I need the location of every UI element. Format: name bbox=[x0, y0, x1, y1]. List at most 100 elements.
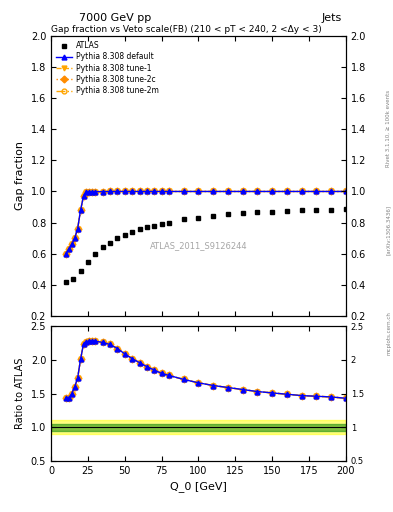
Pythia 8.308 default bbox=[211, 188, 216, 195]
Pythia 8.308 tune-2c bbox=[314, 188, 319, 195]
Pythia 8.308 default bbox=[123, 188, 127, 195]
ATLAS bbox=[196, 215, 201, 221]
Pythia 8.308 tune-2m bbox=[329, 188, 334, 195]
ATLAS bbox=[137, 226, 142, 232]
Line: ATLAS: ATLAS bbox=[63, 207, 348, 284]
Pythia 8.308 tune-2m bbox=[159, 188, 164, 195]
Pythia 8.308 default bbox=[93, 188, 98, 195]
Pythia 8.308 default bbox=[100, 188, 105, 195]
ATLAS bbox=[100, 244, 105, 250]
Pythia 8.308 default bbox=[159, 188, 164, 195]
Pythia 8.308 tune-2m bbox=[100, 188, 105, 195]
Pythia 8.308 tune-2m bbox=[115, 188, 120, 195]
Pythia 8.308 tune-1 bbox=[196, 188, 201, 195]
ATLAS bbox=[159, 221, 164, 227]
Text: Jets: Jets bbox=[321, 13, 342, 23]
Pythia 8.308 tune-2c bbox=[211, 188, 216, 195]
Pythia 8.308 tune-2m bbox=[78, 207, 83, 213]
Pythia 8.308 tune-1 bbox=[115, 188, 120, 195]
Pythia 8.308 default bbox=[270, 188, 275, 195]
Pythia 8.308 tune-2m bbox=[255, 188, 260, 195]
Pythia 8.308 tune-2m bbox=[167, 188, 171, 195]
Pythia 8.308 tune-1 bbox=[100, 188, 105, 195]
Pythia 8.308 tune-1 bbox=[299, 188, 304, 195]
Pythia 8.308 default bbox=[196, 188, 201, 195]
Pythia 8.308 tune-1 bbox=[64, 251, 68, 257]
Pythia 8.308 tune-2m bbox=[182, 188, 186, 195]
Pythia 8.308 tune-1 bbox=[69, 241, 74, 247]
ATLAS bbox=[270, 208, 275, 215]
Pythia 8.308 tune-2c bbox=[78, 207, 83, 213]
ATLAS bbox=[299, 207, 304, 214]
Pythia 8.308 tune-1 bbox=[329, 188, 334, 195]
Pythia 8.308 tune-1 bbox=[182, 188, 186, 195]
Pythia 8.308 default bbox=[255, 188, 260, 195]
Pythia 8.308 tune-1 bbox=[241, 188, 245, 195]
ATLAS bbox=[211, 212, 216, 219]
Pythia 8.308 tune-1 bbox=[84, 189, 89, 195]
Pythia 8.308 tune-1 bbox=[108, 188, 112, 195]
Line: Pythia 8.308 tune-1: Pythia 8.308 tune-1 bbox=[63, 189, 348, 256]
Pythia 8.308 default bbox=[343, 188, 348, 195]
ATLAS bbox=[115, 235, 120, 241]
Text: 7000 GeV pp: 7000 GeV pp bbox=[79, 13, 151, 23]
Text: [arXiv:1306.3436]: [arXiv:1306.3436] bbox=[386, 205, 391, 255]
Text: ATLAS_2011_S9126244: ATLAS_2011_S9126244 bbox=[150, 242, 247, 250]
Pythia 8.308 tune-2m bbox=[145, 188, 149, 195]
Pythia 8.308 tune-2c bbox=[87, 189, 92, 195]
Pythia 8.308 default bbox=[66, 246, 71, 252]
Pythia 8.308 tune-2m bbox=[66, 246, 71, 252]
ATLAS bbox=[86, 259, 90, 265]
ATLAS bbox=[108, 240, 112, 246]
Pythia 8.308 tune-1 bbox=[343, 188, 348, 195]
Pythia 8.308 default bbox=[167, 188, 171, 195]
Line: Pythia 8.308 tune-2c: Pythia 8.308 tune-2c bbox=[63, 189, 348, 256]
Pythia 8.308 tune-2c bbox=[182, 188, 186, 195]
Pythia 8.308 default bbox=[137, 188, 142, 195]
ATLAS bbox=[78, 268, 83, 274]
ATLAS bbox=[130, 229, 134, 235]
ATLAS bbox=[145, 224, 149, 230]
Pythia 8.308 default bbox=[115, 188, 120, 195]
Pythia 8.308 default bbox=[329, 188, 334, 195]
Pythia 8.308 default bbox=[285, 188, 289, 195]
Pythia 8.308 default bbox=[226, 188, 230, 195]
Pythia 8.308 tune-1 bbox=[152, 188, 156, 195]
ATLAS bbox=[314, 207, 319, 213]
Pythia 8.308 tune-2c bbox=[241, 188, 245, 195]
Pythia 8.308 tune-1 bbox=[78, 207, 83, 213]
Pythia 8.308 tune-1 bbox=[270, 188, 275, 195]
Pythia 8.308 default bbox=[152, 188, 156, 195]
Bar bbox=[51, 424, 346, 431]
Pythia 8.308 tune-2m bbox=[64, 251, 68, 257]
Pythia 8.308 tune-1 bbox=[66, 246, 71, 252]
Pythia 8.308 tune-2c bbox=[285, 188, 289, 195]
Pythia 8.308 tune-1 bbox=[167, 188, 171, 195]
ATLAS bbox=[329, 207, 334, 213]
Pythia 8.308 tune-1 bbox=[159, 188, 164, 195]
Pythia 8.308 tune-2c bbox=[123, 188, 127, 195]
Pythia 8.308 tune-2c bbox=[64, 251, 68, 257]
Pythia 8.308 tune-2c bbox=[69, 241, 74, 247]
Pythia 8.308 default bbox=[78, 207, 83, 213]
Pythia 8.308 default bbox=[81, 193, 86, 199]
Pythia 8.308 default bbox=[64, 251, 68, 257]
Pythia 8.308 tune-2m bbox=[211, 188, 216, 195]
Pythia 8.308 tune-2c bbox=[130, 188, 134, 195]
Pythia 8.308 tune-1 bbox=[226, 188, 230, 195]
Pythia 8.308 tune-2m bbox=[93, 188, 98, 195]
Pythia 8.308 default bbox=[145, 188, 149, 195]
Pythia 8.308 default bbox=[87, 189, 92, 195]
Pythia 8.308 tune-2m bbox=[152, 188, 156, 195]
Pythia 8.308 tune-2c bbox=[299, 188, 304, 195]
Pythia 8.308 tune-2c bbox=[66, 246, 71, 252]
Pythia 8.308 tune-2m bbox=[72, 235, 77, 241]
Pythia 8.308 tune-1 bbox=[314, 188, 319, 195]
Pythia 8.308 default bbox=[241, 188, 245, 195]
Pythia 8.308 tune-2c bbox=[75, 226, 80, 232]
Pythia 8.308 tune-1 bbox=[93, 188, 98, 195]
Pythia 8.308 tune-2c bbox=[100, 188, 105, 195]
Pythia 8.308 tune-2m bbox=[285, 188, 289, 195]
Pythia 8.308 tune-2m bbox=[196, 188, 201, 195]
Line: Pythia 8.308 default: Pythia 8.308 default bbox=[63, 189, 348, 256]
